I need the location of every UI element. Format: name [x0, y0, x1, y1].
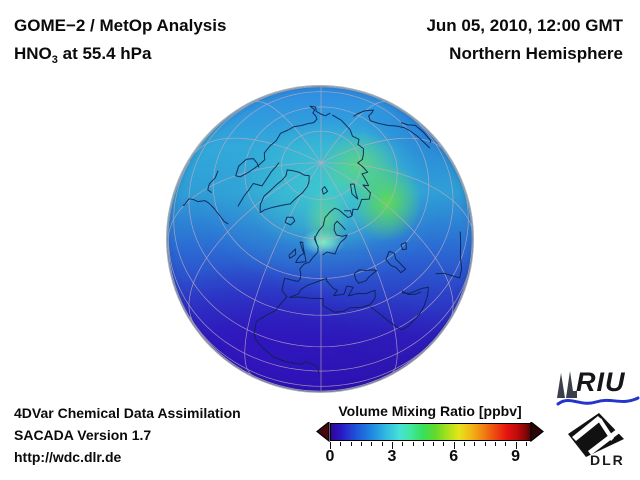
- dlr-logo-mark-icon: [568, 413, 624, 457]
- colorbar-minor-tick: [443, 442, 445, 446]
- colorbar-minor-tick: [340, 442, 342, 446]
- colorbar-minor-tick: [412, 442, 414, 446]
- colorbar-minor-tick: [371, 442, 373, 446]
- globe: [167, 86, 473, 392]
- colorbar-tick-label: 9: [511, 448, 521, 465]
- plot-title: GOME−2 / MetOp Analysis: [14, 16, 227, 35]
- colorbar-minor-tick: [350, 442, 352, 446]
- colorbar-major-tick: [391, 442, 393, 449]
- colorbar-ticks: [330, 442, 532, 450]
- species-subscript: 3: [51, 54, 58, 66]
- dlr-logo-text: DLR: [590, 452, 625, 468]
- credit-line-version: SACADA Version 1.7: [14, 427, 152, 443]
- colorbar-tick-label: 3: [387, 448, 397, 465]
- colorbar-major-tick: [515, 442, 517, 449]
- globe-graticule-coastlines: [167, 86, 473, 392]
- colorbar-tick-label: 6: [449, 448, 459, 465]
- colorbar-minor-tick: [525, 442, 527, 446]
- colorbar-minor-tick: [474, 442, 476, 446]
- colorbar-minor-tick: [422, 442, 424, 446]
- colorbar-minor-tick: [360, 442, 362, 446]
- colorbar-minor-tick: [381, 442, 383, 446]
- riu-logo-text: RIU: [576, 367, 626, 397]
- plot-species-level: HNO3 at 55.4 hPa: [14, 40, 226, 74]
- credit-line-assimilation: 4DVar Chemical Data Assimilation: [14, 405, 241, 421]
- species-formula: HNO: [14, 44, 52, 63]
- colorbar-minor-tick: [494, 442, 496, 446]
- riu-logo: RIU: [556, 367, 640, 411]
- colorbar-major-tick: [330, 442, 331, 449]
- colorbar-underflow-arrow-icon: [316, 422, 330, 442]
- plot-datetime-block: Jun 05, 2010, 12:00 GMT Northern Hemisph…: [426, 12, 623, 68]
- colorbar-overflow-arrow-icon: [530, 422, 544, 442]
- colorbar-tick-labels: 0 3 6 9: [326, 448, 532, 466]
- colorbar-minor-tick: [433, 442, 435, 446]
- credits-block: 4DVar Chemical Data Assimilation SACADA …: [14, 402, 241, 468]
- plot-datetime: Jun 05, 2010, 12:00 GMT: [426, 16, 623, 35]
- colorbar-tick-label: 0: [325, 448, 335, 465]
- colorbar-minor-tick: [402, 442, 404, 446]
- colorbar-minor-tick: [464, 442, 465, 446]
- plot-hemisphere: Northern Hemisphere: [449, 44, 623, 63]
- colorbar-gradient: [330, 423, 532, 441]
- colorbar-minor-tick: [505, 442, 507, 446]
- riu-logo-graphic: [556, 371, 640, 406]
- pressure-level: at 55.4 hPa: [57, 44, 152, 63]
- dlr-logo: DLR: [566, 412, 638, 472]
- credit-line-url: http://wdc.dlr.de: [14, 449, 122, 465]
- rhine-wave-icon: [556, 396, 640, 406]
- colorbar-major-tick: [453, 442, 455, 449]
- cologne-cathedral-icon: [557, 371, 577, 398]
- plot-title-block: GOME−2 / MetOp Analysis HNO3 at 55.4 hPa: [14, 12, 226, 74]
- colorbar-minor-tick: [484, 442, 486, 446]
- colorbar-title: Volume Mixing Ratio [ppbv]: [338, 403, 522, 419]
